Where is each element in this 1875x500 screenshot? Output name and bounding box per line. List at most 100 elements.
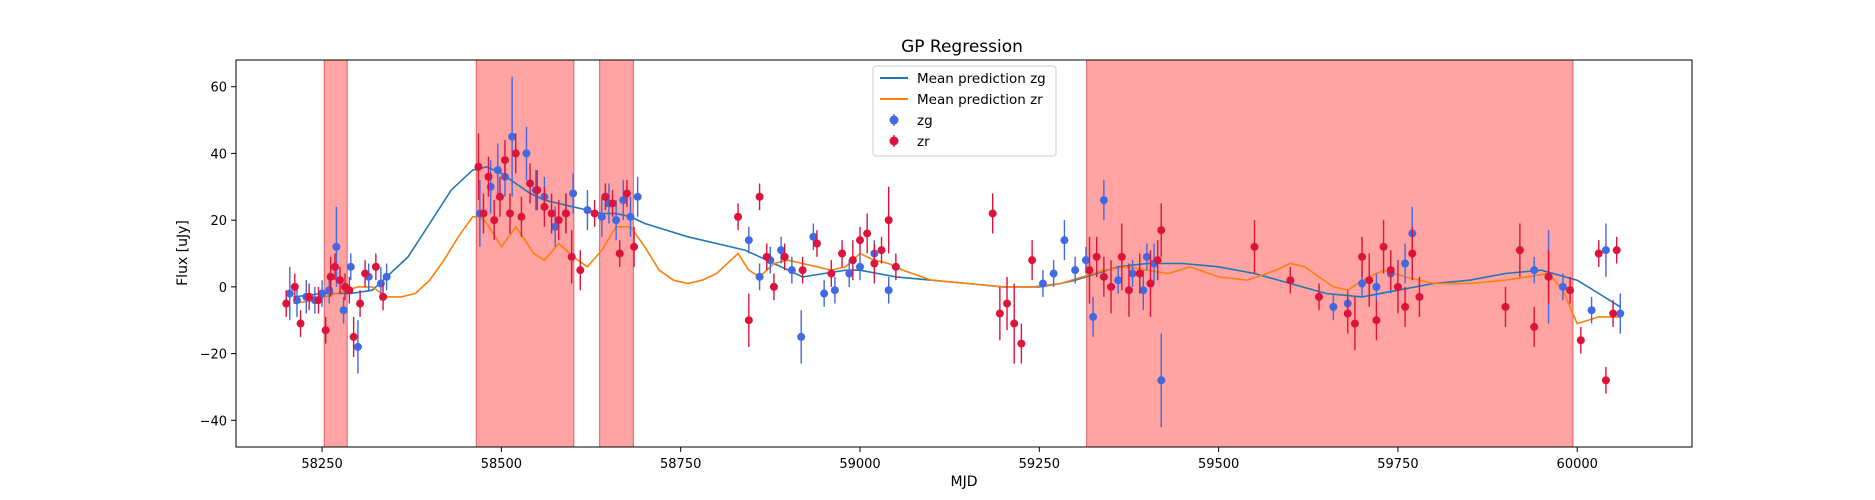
data-point-zr bbox=[349, 332, 358, 341]
series-line-mean-prediction-zg bbox=[293, 165, 1621, 308]
data-point-zr bbox=[500, 156, 509, 165]
data-point-zr bbox=[356, 299, 365, 308]
data-point-zr bbox=[838, 249, 847, 258]
chart-title: GP Regression bbox=[901, 37, 1023, 57]
data-point-zr bbox=[1315, 292, 1324, 301]
legend-label-zr-points: zr bbox=[917, 134, 930, 150]
data-point-zr bbox=[877, 246, 886, 255]
data-point-zr bbox=[296, 319, 305, 328]
data-point-zg bbox=[633, 192, 642, 201]
x-tick-label: 59750 bbox=[1377, 457, 1418, 472]
data-point-zr bbox=[615, 249, 624, 258]
data-point-zg bbox=[325, 286, 334, 295]
data-point-zr bbox=[1153, 256, 1162, 265]
y-tick-label: 60 bbox=[210, 81, 227, 96]
data-point-zg bbox=[1038, 279, 1047, 288]
data-point-zr bbox=[474, 162, 483, 171]
data-point-zr bbox=[282, 299, 291, 308]
data-point-zr bbox=[1358, 252, 1367, 261]
data-point-zr bbox=[330, 262, 339, 271]
data-point-zg bbox=[1060, 236, 1069, 245]
x-axis: 58250 58500 58750 59000 59250 59500 59750 60000 bbox=[301, 447, 1598, 472]
data-point-zr bbox=[1135, 269, 1144, 278]
data-point-zg bbox=[346, 262, 355, 271]
data-point-zr bbox=[547, 209, 556, 218]
data-point-zr bbox=[305, 292, 314, 301]
plot-area bbox=[235, 59, 1693, 448]
data-point-zr bbox=[1010, 319, 1019, 328]
data-point-zr bbox=[1085, 266, 1094, 275]
data-point-zg bbox=[845, 269, 854, 278]
x-tick-label: 59250 bbox=[1019, 457, 1060, 472]
data-point-zg bbox=[1358, 279, 1367, 288]
data-point-zr bbox=[798, 266, 807, 275]
data-point-zr bbox=[526, 179, 535, 188]
data-point-zr bbox=[755, 192, 764, 201]
data-point-zr bbox=[540, 202, 549, 211]
data-point-zg bbox=[493, 166, 502, 175]
data-point-zg bbox=[339, 306, 348, 315]
data-point-zg bbox=[1558, 282, 1567, 291]
data-point-zr bbox=[361, 269, 370, 278]
data-point-zg bbox=[1157, 376, 1166, 385]
data-point-zg bbox=[332, 242, 341, 251]
legend-swatch-zg-points bbox=[889, 114, 899, 126]
data-point-zr bbox=[1530, 322, 1539, 331]
data-point-zr bbox=[1157, 226, 1166, 235]
y-tick-label: 40 bbox=[210, 147, 227, 162]
data-point-zr bbox=[1092, 252, 1101, 261]
legend-box bbox=[872, 65, 1057, 157]
data-point-zg bbox=[1587, 306, 1596, 315]
data-point-zr bbox=[1401, 302, 1410, 311]
data-point-zr bbox=[1544, 272, 1553, 281]
data-point-zr bbox=[762, 252, 771, 261]
data-point-zr bbox=[1566, 286, 1575, 295]
data-point-zr bbox=[769, 282, 778, 291]
data-point-zr bbox=[1601, 376, 1610, 385]
y-axis-label: Flux [uJy] bbox=[175, 220, 191, 286]
data-point-zr bbox=[495, 192, 504, 201]
data-point-zg bbox=[1071, 266, 1080, 275]
shaded-region-1 bbox=[475, 59, 575, 448]
data-point-zr bbox=[290, 282, 299, 291]
data-point-zr bbox=[326, 272, 335, 281]
shaded-region-3 bbox=[1086, 59, 1574, 448]
data-point-zr bbox=[1594, 249, 1603, 258]
data-point-zr bbox=[1415, 292, 1424, 301]
data-point-zg bbox=[318, 289, 327, 298]
shaded-regions bbox=[323, 59, 1574, 448]
data-point-zr bbox=[379, 292, 388, 301]
data-point-zr bbox=[848, 256, 857, 265]
data-point-zr bbox=[1365, 276, 1374, 285]
data-point-zr bbox=[1501, 302, 1510, 311]
y-tick-label: −20 bbox=[200, 348, 227, 363]
data-point-zr bbox=[371, 262, 380, 271]
x-tick-label: 58750 bbox=[660, 457, 701, 472]
data-point-zg bbox=[777, 246, 786, 255]
data-point-zg bbox=[1081, 256, 1090, 265]
data-point-zg bbox=[820, 289, 829, 298]
data-point-zr bbox=[1099, 272, 1108, 281]
data-point-zr bbox=[314, 296, 323, 305]
data-point-zg bbox=[1401, 259, 1410, 268]
legend: Mean prediction zg Mean prediction zr zg… bbox=[872, 65, 1057, 157]
data-point-zg bbox=[1114, 276, 1123, 285]
data-point-zr bbox=[1343, 309, 1352, 318]
data-point-zg bbox=[626, 212, 635, 221]
data-point-zg bbox=[809, 232, 818, 241]
y-tick-label: 0 bbox=[219, 281, 227, 296]
data-point-zr bbox=[827, 269, 836, 278]
data-point-zr bbox=[884, 216, 893, 225]
shaded-region-0 bbox=[323, 59, 348, 448]
data-point-zr bbox=[1386, 266, 1395, 275]
legend-label-zg-line: Mean prediction zg bbox=[917, 71, 1046, 87]
data-point-zr bbox=[484, 172, 493, 181]
data-point-zg bbox=[830, 286, 839, 295]
data-point-zr bbox=[490, 216, 499, 225]
data-point-zr bbox=[1124, 286, 1133, 295]
x-tick-label: 60000 bbox=[1557, 457, 1598, 472]
data-point-zg bbox=[1142, 252, 1151, 261]
data-point-zr bbox=[1609, 309, 1618, 318]
data-point-zr bbox=[1515, 246, 1524, 255]
